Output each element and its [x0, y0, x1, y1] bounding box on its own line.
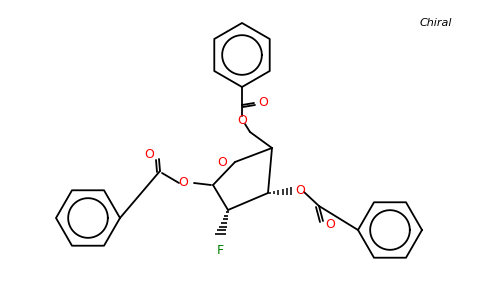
Text: O: O — [258, 95, 268, 109]
Text: O: O — [144, 148, 154, 161]
Text: O: O — [178, 176, 188, 190]
Text: O: O — [217, 157, 227, 169]
Text: Chiral: Chiral — [420, 18, 453, 28]
Text: O: O — [295, 184, 305, 197]
Text: O: O — [237, 113, 247, 127]
Text: F: F — [216, 244, 224, 257]
Text: O: O — [325, 218, 335, 230]
